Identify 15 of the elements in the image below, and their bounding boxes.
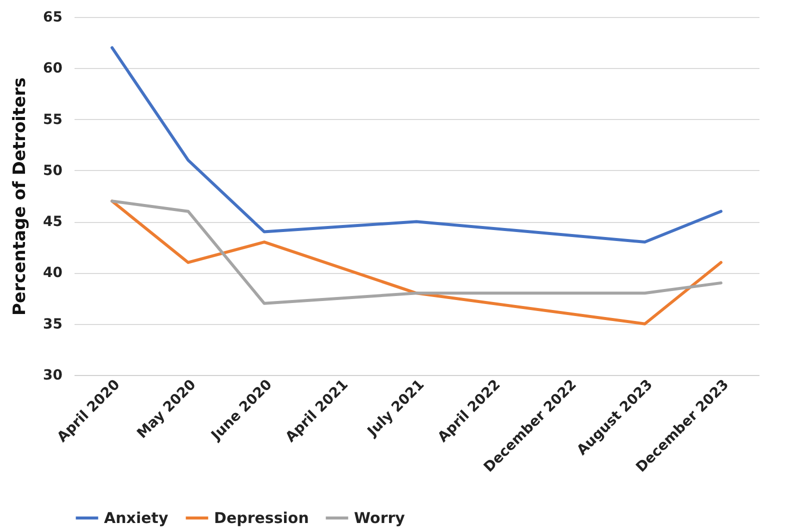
y-tick-label: 30 xyxy=(43,368,63,384)
y-tick-label: 60 xyxy=(43,60,63,77)
y-tick-label: 55 xyxy=(43,112,62,128)
y-tick-label: 50 xyxy=(43,162,63,179)
y-tick-label: 40 xyxy=(43,265,63,282)
line-series xyxy=(110,200,722,326)
legend-label: Depression xyxy=(214,509,309,527)
y-tick-label: 35 xyxy=(43,316,62,332)
y-tick-label: 45 xyxy=(43,214,62,230)
legend-label: Worry xyxy=(354,509,406,527)
legend-label: Anxiety xyxy=(104,509,168,527)
y-axis-title: Percentage of Detroiters xyxy=(10,77,30,316)
line-series xyxy=(110,200,722,305)
line-series xyxy=(110,46,722,244)
y-tick-label: 65 xyxy=(43,10,62,26)
